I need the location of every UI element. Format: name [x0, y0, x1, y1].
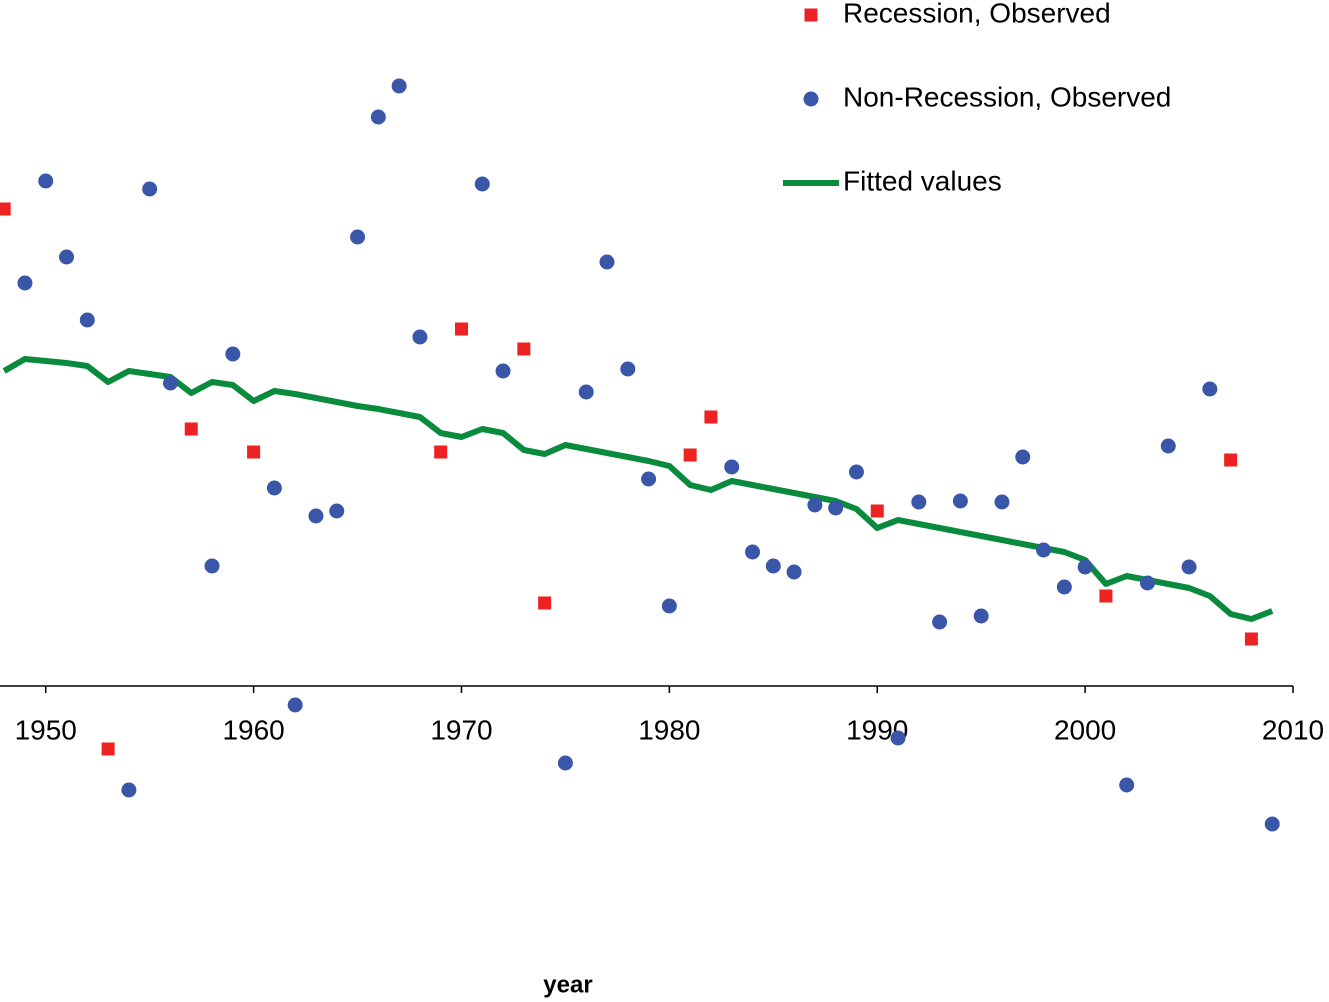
- recession-point: [1244, 632, 1258, 646]
- observed-point: [1139, 575, 1155, 591]
- recession-point: [683, 448, 697, 462]
- observed-point: [578, 384, 594, 400]
- observed-point: [474, 176, 490, 192]
- observed-point: [59, 249, 75, 265]
- observed-point: [121, 782, 137, 798]
- observed-point: [225, 346, 241, 362]
- observed-point: [1181, 559, 1197, 575]
- observed-point: [890, 730, 906, 746]
- observed-point: [1077, 559, 1093, 575]
- observed-point: [661, 598, 677, 614]
- observed-point: [828, 500, 844, 516]
- legend-marker: [803, 91, 819, 107]
- x-axis-label: year: [543, 971, 592, 998]
- observed-point: [641, 471, 657, 487]
- fitted-line: [2, 356, 1274, 622]
- observed-point: [370, 109, 386, 125]
- observed-point: [204, 558, 220, 574]
- recession-point: [1224, 453, 1238, 467]
- observed-point: [952, 493, 968, 509]
- observed-point: [391, 78, 407, 94]
- observed-point: [745, 544, 761, 560]
- x-tick-label: 2000: [1054, 714, 1116, 745]
- observed-point: [932, 614, 948, 630]
- legend-label: Fitted values: [843, 165, 1002, 196]
- observed-point: [620, 361, 636, 377]
- observed-point: [1119, 777, 1135, 793]
- recession-point: [101, 742, 115, 756]
- recession-point: [704, 410, 718, 424]
- recession-point: [1099, 589, 1113, 603]
- x-tick-label: 1960: [222, 714, 284, 745]
- observed-point: [495, 363, 511, 379]
- observed-point: [807, 497, 823, 513]
- observed-point: [848, 464, 864, 480]
- observed-point: [350, 229, 366, 245]
- x-tick-label: 1970: [430, 714, 492, 745]
- observed-point: [329, 503, 345, 519]
- recession-point: [870, 504, 884, 518]
- observed-point: [162, 375, 178, 391]
- recession-point: [184, 422, 198, 436]
- observed-point: [973, 608, 989, 624]
- observed-point: [1202, 381, 1218, 397]
- recession-point: [247, 445, 261, 459]
- x-tick-label: 1980: [638, 714, 700, 745]
- observed-point: [287, 697, 303, 713]
- observed-point: [765, 558, 781, 574]
- observed-point: [557, 755, 573, 771]
- observed-point: [1056, 579, 1072, 595]
- observed-point: [911, 494, 927, 510]
- observed-point: [17, 275, 33, 291]
- observed-point: [308, 508, 324, 524]
- legend-marker: [804, 8, 818, 22]
- observed-point: [1015, 449, 1031, 465]
- observed-point: [724, 459, 740, 475]
- x-tick-label: 2010: [1262, 714, 1324, 745]
- recession-point: [517, 342, 531, 356]
- observed-point: [1264, 816, 1280, 832]
- observed-point: [79, 312, 95, 328]
- observed-point: [38, 173, 54, 189]
- observed-point: [994, 494, 1010, 510]
- observed-point: [1036, 542, 1052, 558]
- recession-point: [434, 445, 448, 459]
- recession-point: [454, 322, 468, 336]
- observed-point: [266, 480, 282, 496]
- legend-label: Recession, Observed: [843, 0, 1111, 28]
- observed-point: [412, 329, 428, 345]
- observed-point: [786, 564, 802, 580]
- legend-label: Non-Recession, Observed: [843, 81, 1171, 112]
- observed-point: [1160, 438, 1176, 454]
- observed-point: [599, 254, 615, 270]
- recession-point: [0, 202, 11, 216]
- x-tick-label: 1950: [15, 714, 77, 745]
- observed-point: [142, 181, 158, 197]
- recession-point: [538, 596, 552, 610]
